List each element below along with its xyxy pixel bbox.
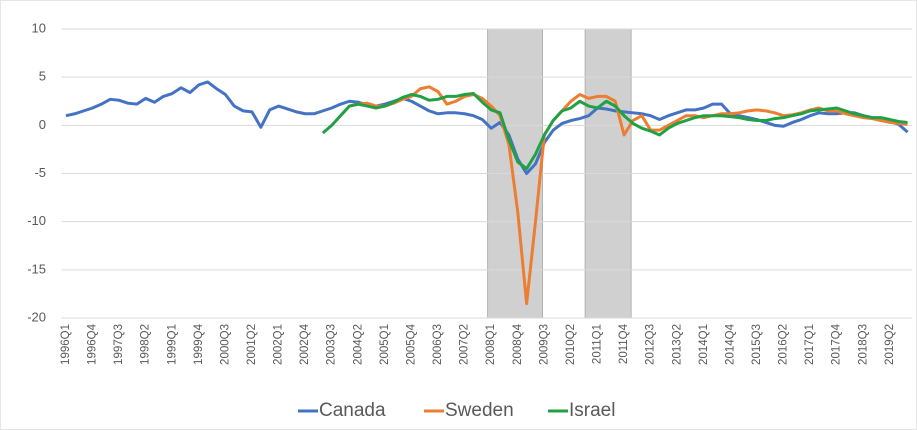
x-tick-label: 2011Q1 (592, 324, 604, 364)
x-tick-label: 1996Q1 (60, 324, 72, 365)
x-tick-label: 1997Q3 (113, 324, 125, 365)
x-tick-label: 2007Q2 (459, 324, 471, 365)
x-tick-label: 2006Q3 (432, 324, 444, 365)
x-tick-label: 2010Q2 (565, 324, 577, 365)
x-tick-label: 2019Q2 (884, 324, 896, 365)
x-tick-label: 2018Q3 (857, 324, 869, 365)
x-tick-label: 2008Q4 (512, 323, 524, 365)
y-tick-label: -15 (27, 261, 46, 276)
x-tick-label: 2002Q1 (273, 324, 285, 365)
x-tick-label: 2012Q3 (645, 324, 657, 365)
series-line (65, 80, 909, 175)
x-tick-label: 1996Q4 (87, 323, 99, 365)
x-tick-label: 2005Q1 (379, 324, 391, 365)
y-tick-label: -10 (27, 213, 46, 228)
y-tick-label: -5 (34, 165, 46, 180)
y-tick-label: 5 (39, 69, 46, 84)
x-tick-label: 2008Q1 (485, 324, 497, 365)
x-tick-label: 2009Q3 (538, 324, 550, 365)
x-tick-label: 2017Q1 (804, 324, 816, 365)
x-tick-label: 2014Q4 (724, 323, 736, 365)
x-tick-label: 2017Q4 (831, 323, 843, 365)
x-tick-label: 1999Q1 (166, 324, 178, 365)
y-tick-label: 0 (39, 117, 46, 132)
y-tick-label: 10 (32, 20, 46, 35)
x-tick-label: 2004Q2 (352, 324, 364, 365)
x-tick-label: 1998Q2 (140, 324, 152, 365)
x-tick-label: 2013Q2 (671, 324, 683, 365)
x-tick-label: 2014Q1 (698, 324, 710, 365)
x-tick-label: 2000Q3 (219, 324, 231, 365)
x-tick-label: 2015Q3 (751, 324, 763, 365)
series-line (321, 92, 908, 171)
x-tick-label: 2016Q2 (778, 324, 790, 365)
x-tick-label: 2003Q3 (326, 324, 338, 365)
y-tick-label: -20 (27, 309, 46, 324)
legend-label: Israel (569, 400, 615, 421)
legend-label: Sweden (445, 400, 514, 421)
x-tick-label: 2005Q4 (405, 323, 417, 365)
x-tick-label: 2011Q4 (618, 323, 630, 364)
x-tick-label: 2002Q4 (299, 323, 311, 365)
x-tick-label: 1999Q4 (193, 323, 205, 365)
legend-label: Canada (319, 400, 386, 421)
x-tick-label: 2001Q2 (246, 324, 258, 365)
